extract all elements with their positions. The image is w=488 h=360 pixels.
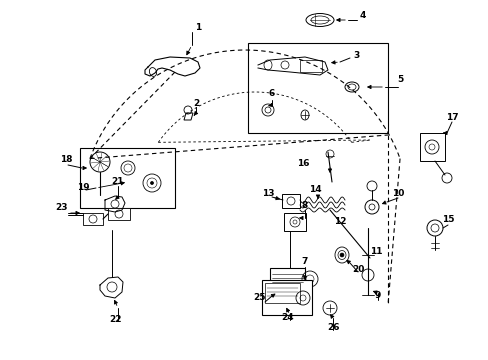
Text: 9: 9: [374, 292, 381, 301]
Text: 26: 26: [326, 324, 339, 333]
Bar: [264, 283, 299, 303]
Text: 25: 25: [253, 293, 265, 302]
Text: 23: 23: [56, 203, 68, 212]
Text: 4: 4: [359, 12, 366, 21]
Bar: [108, 208, 130, 220]
Text: 8: 8: [301, 201, 307, 210]
Text: 6: 6: [268, 89, 275, 98]
Bar: [282, 194, 299, 208]
Bar: [269, 268, 305, 290]
Text: 5: 5: [396, 76, 402, 85]
Text: 18: 18: [60, 156, 72, 165]
Text: 14: 14: [308, 185, 321, 194]
Text: 2: 2: [192, 99, 199, 108]
Text: 22: 22: [109, 315, 122, 324]
Text: 21: 21: [112, 176, 124, 185]
Text: 15: 15: [441, 216, 453, 225]
Text: 20: 20: [351, 266, 364, 274]
Polygon shape: [183, 113, 193, 120]
Circle shape: [150, 181, 153, 184]
Text: 13: 13: [261, 189, 274, 198]
Bar: [247, 43, 387, 133]
Text: 7: 7: [301, 257, 307, 266]
Bar: [262, 280, 311, 315]
Text: 19: 19: [77, 184, 89, 193]
Text: 17: 17: [445, 113, 457, 122]
Text: 12: 12: [333, 217, 346, 226]
Bar: [80, 148, 175, 208]
Text: 10: 10: [391, 189, 404, 198]
Text: 24: 24: [281, 314, 294, 323]
Bar: [83, 213, 103, 225]
Text: 3: 3: [353, 50, 359, 59]
Circle shape: [339, 253, 343, 257]
Bar: [284, 213, 305, 231]
Bar: [419, 133, 444, 161]
Text: 16: 16: [296, 158, 308, 167]
Text: 11: 11: [369, 248, 382, 256]
Text: 1: 1: [195, 22, 201, 31]
Bar: [299, 60, 321, 72]
